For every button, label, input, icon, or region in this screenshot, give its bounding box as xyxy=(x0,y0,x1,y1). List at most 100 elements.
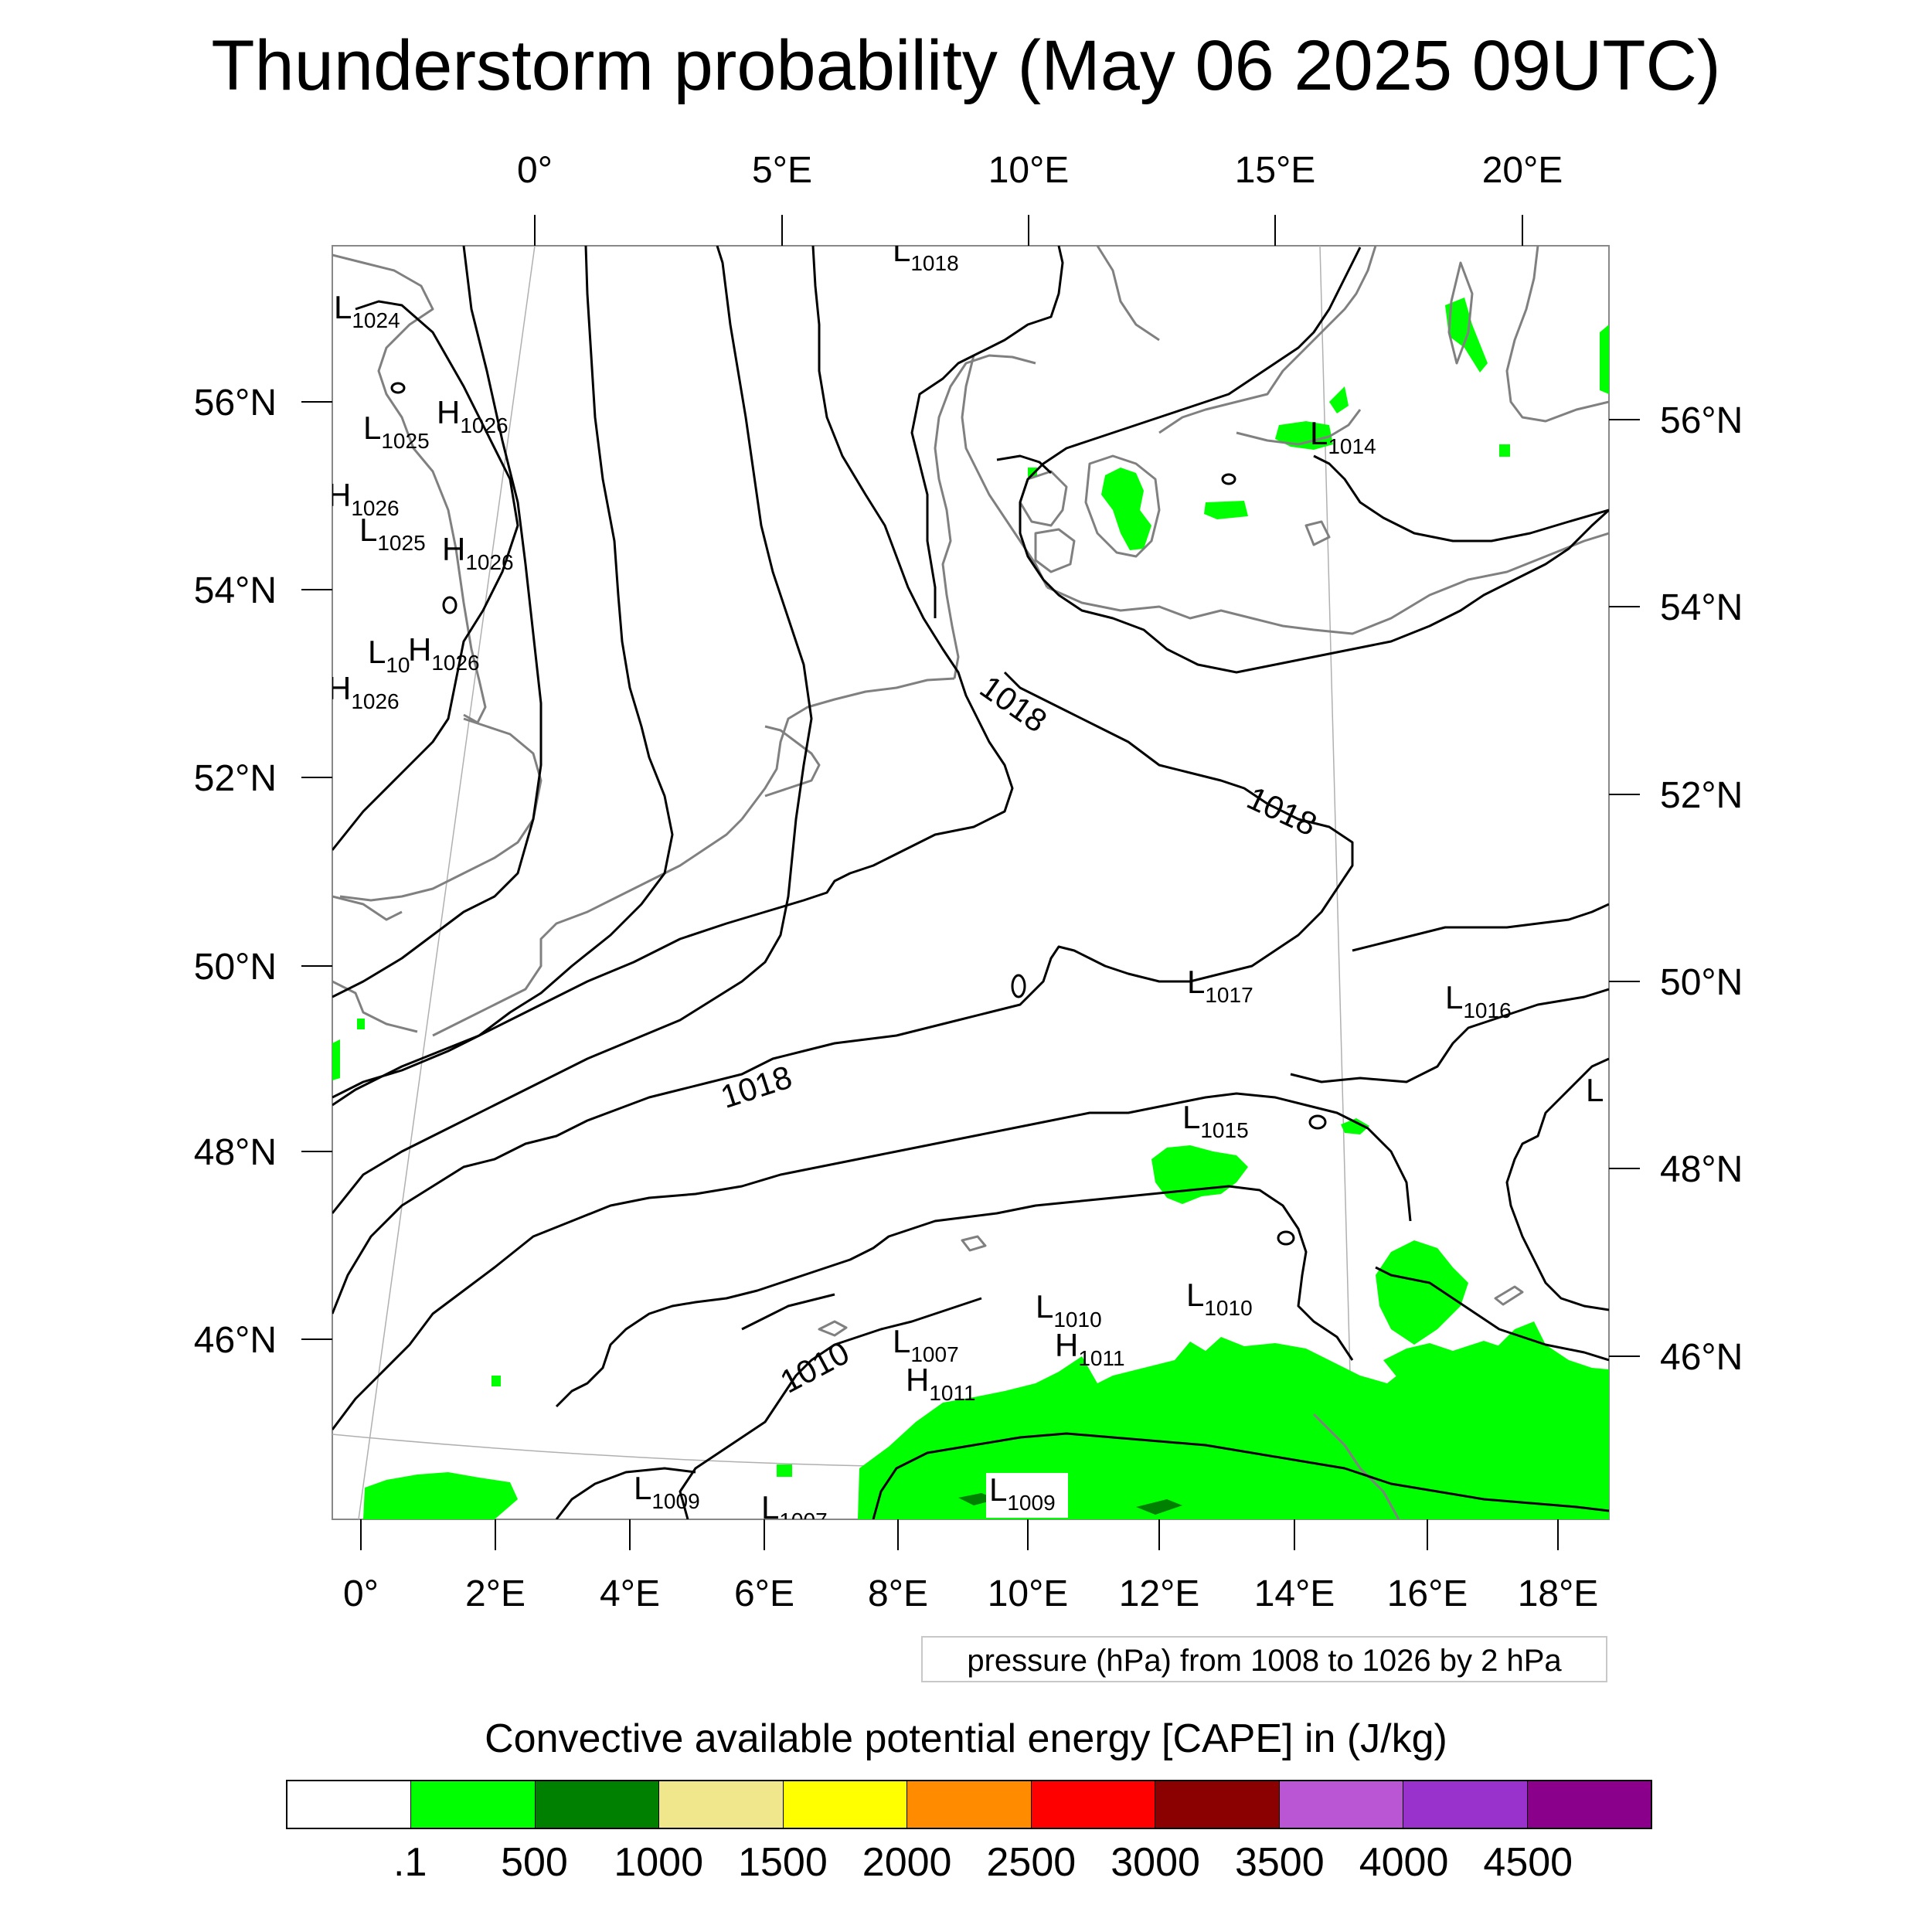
pressure-system-marker: L1010 xyxy=(1036,1288,1102,1332)
colorbar-box xyxy=(1155,1781,1280,1828)
cape-speck xyxy=(357,1019,365,1029)
tick-label: 50°N xyxy=(1660,962,1743,1003)
tick-label: 4°E xyxy=(600,1573,660,1614)
cape-area-east-edge xyxy=(1600,325,1609,394)
pressure-system-marker: H1026 xyxy=(442,531,514,574)
coast-uk-east xyxy=(332,253,487,724)
tick-label: 46°N xyxy=(194,1320,277,1361)
coast-gotland xyxy=(1447,261,1474,365)
isobar-1016b xyxy=(1290,988,1609,1083)
pressure-system-marker: L10 xyxy=(368,634,410,677)
map-title: Thunderstorm probability (May 06 2025 09… xyxy=(211,26,1721,105)
coast-funen xyxy=(1034,528,1076,573)
bottom-lon-labels: 0° 2°E 4°E 6°E 8°E 10°E 12°E 14°E 16°E 1… xyxy=(343,1573,1598,1614)
pressure-system-marker: L1009 xyxy=(634,1470,700,1513)
colorbar-box xyxy=(287,1781,412,1828)
colorbar-box xyxy=(783,1781,908,1828)
cape-speck xyxy=(777,1464,792,1477)
coast-bornholm xyxy=(1304,520,1331,546)
pressure-system-marker: H1026 xyxy=(328,670,400,713)
colorbar-box xyxy=(1403,1781,1528,1828)
coast-lake-constance xyxy=(961,1235,987,1252)
tick-label: 0° xyxy=(343,1573,379,1614)
pressure-markers: L1018 L1024 L1025 H1026 H1026 L1025 H102… xyxy=(328,232,1604,1532)
colorbar-box xyxy=(411,1781,536,1828)
coast-lake-geneva xyxy=(818,1320,848,1337)
isobar-1014-ne xyxy=(1313,454,1609,543)
colorbar-label: 3500 xyxy=(1234,1840,1325,1885)
cape-area-hungary xyxy=(1383,1341,1507,1383)
colorbar-label: 4000 xyxy=(1359,1840,1449,1885)
pressure-system-marker: L1009 xyxy=(989,1471,1056,1515)
colorbar-labels: .1 500 1000 1500 2000 2500 3000 3500 4000 4500 xyxy=(286,1839,1652,1893)
right-lat-labels: 56°N 54°N 52°N 50°N 48°N 46°N xyxy=(1660,400,1743,1378)
tick-label: 10°E xyxy=(988,150,1070,191)
tick-label: 48°N xyxy=(194,1132,277,1173)
isobar-1018 xyxy=(332,246,1014,1107)
tick-label: 18°E xyxy=(1518,1573,1599,1614)
tick-label: 56°N xyxy=(1660,400,1743,441)
tick-label: 8°E xyxy=(868,1573,928,1614)
isobar-1018-east xyxy=(332,671,1354,1315)
tick-label: 12°E xyxy=(1119,1573,1200,1614)
isobar-1016 xyxy=(1352,903,1609,952)
colorbar-label: 500 xyxy=(501,1840,568,1885)
pressure-system-marker: L1025 xyxy=(363,410,430,453)
tick-label: 56°N xyxy=(194,383,277,423)
pressure-system-marker: L1018 xyxy=(893,232,959,275)
isobar-1014 xyxy=(1375,1266,1609,1362)
isobar-1010 xyxy=(555,1185,1354,1408)
tick-marks xyxy=(301,215,1640,1550)
pressure-system-marker: L1016 xyxy=(1445,979,1512,1022)
pressure-system-marker: H1026 xyxy=(437,394,509,437)
cape-area-austria xyxy=(1376,1240,1468,1345)
isobars xyxy=(332,246,1609,1519)
pressure-system-marker: L1007 xyxy=(761,1489,828,1532)
cape-speck xyxy=(492,1376,501,1386)
pressure-system-marker: L1007 xyxy=(893,1323,959,1366)
tick-label: 15°E xyxy=(1235,150,1316,191)
isobar-1018-north xyxy=(910,246,1064,618)
isobar xyxy=(332,246,813,1214)
pressure-system-marker: L1025 xyxy=(359,512,426,555)
colorbar xyxy=(286,1780,1652,1829)
tick-label: 20°E xyxy=(1482,150,1563,191)
tick-label: 46°N xyxy=(1660,1337,1743,1378)
coast-danish-islands xyxy=(1019,470,1068,527)
isobar-1015 xyxy=(332,1092,1412,1430)
colorbar-box xyxy=(535,1781,660,1828)
colorbar-box xyxy=(1279,1781,1404,1828)
tick-label: 54°N xyxy=(194,570,277,611)
cape-speck xyxy=(1499,444,1510,457)
tick-label: 5°E xyxy=(752,150,812,191)
coast-zealand xyxy=(1084,454,1161,558)
pressure-system-marker: H1011 xyxy=(1055,1327,1125,1370)
cape-area-west-edge xyxy=(332,1039,340,1080)
tick-label: 0° xyxy=(517,150,553,191)
coast-jutland xyxy=(961,355,1049,588)
cape-area-sweden-east xyxy=(1329,386,1349,413)
cape-speck xyxy=(1028,468,1037,477)
colorbar-label: 1500 xyxy=(738,1840,828,1885)
pressure-system-marker: L1024 xyxy=(334,289,400,332)
isobar-far-south xyxy=(555,1467,696,1519)
coast-uk-southwest xyxy=(332,895,403,921)
coastlines xyxy=(332,246,1609,1519)
coast-uk-southeast xyxy=(339,717,543,902)
pressure-system-marker: H1026 xyxy=(408,631,480,675)
isobar-1018-curl xyxy=(996,454,1053,474)
isobar-east-loop xyxy=(1505,1057,1609,1311)
cape-area-bavaria xyxy=(1151,1145,1248,1204)
colorbar-box xyxy=(659,1781,784,1828)
colorbar-label: 2500 xyxy=(986,1840,1077,1885)
tick-label: 2°E xyxy=(465,1573,526,1614)
colorbar-box xyxy=(907,1781,1032,1828)
isobar-1008b xyxy=(741,1293,835,1331)
top-lon-labels: 0° 5°E 10°E 15°E 20°E xyxy=(517,150,1563,191)
pressure-system-marker: L1015 xyxy=(1182,1099,1249,1142)
coast-sweden-north xyxy=(1096,246,1160,342)
coast-benelux xyxy=(740,677,955,820)
coast-baltic-east xyxy=(1505,246,1609,423)
coast-adriatic xyxy=(1312,1413,1400,1519)
